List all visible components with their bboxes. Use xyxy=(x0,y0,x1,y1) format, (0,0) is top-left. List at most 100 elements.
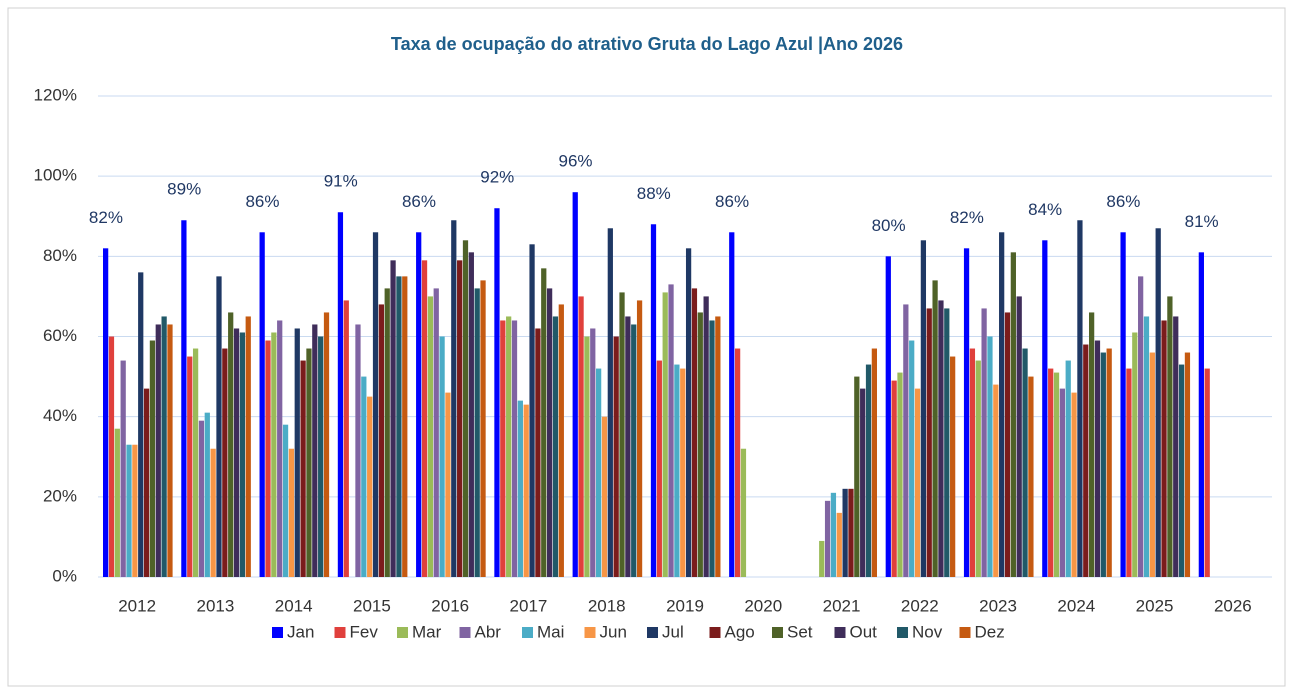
bar xyxy=(288,448,295,577)
bar xyxy=(1004,312,1011,577)
bar xyxy=(848,488,854,577)
data-label: 92% xyxy=(480,168,514,187)
bar xyxy=(987,336,993,577)
bar xyxy=(517,400,523,577)
bar xyxy=(926,308,932,577)
bar xyxy=(245,316,251,577)
bar xyxy=(897,372,903,577)
bar xyxy=(384,288,390,577)
bar xyxy=(734,348,741,577)
bar xyxy=(1094,340,1101,577)
bar xyxy=(312,324,318,577)
bar xyxy=(685,248,692,578)
bar xyxy=(457,260,463,577)
bar xyxy=(1161,320,1167,577)
bar xyxy=(1173,316,1179,577)
x-tick-label: 2026 xyxy=(1214,596,1252,615)
bar xyxy=(944,308,950,577)
bar xyxy=(474,288,480,577)
bar xyxy=(1083,344,1089,577)
data-label: 81% xyxy=(1185,212,1219,231)
bar xyxy=(216,276,222,577)
bar xyxy=(439,336,445,577)
legend-swatch xyxy=(709,627,721,638)
bar xyxy=(552,316,559,577)
bar xyxy=(703,296,709,577)
bar xyxy=(558,304,564,577)
bar xyxy=(819,540,825,577)
x-tick-label: 2013 xyxy=(196,596,234,615)
bar xyxy=(1048,368,1054,577)
bar xyxy=(1198,252,1204,577)
x-tick-label: 2012 xyxy=(118,596,156,615)
bar xyxy=(932,280,938,577)
bar xyxy=(680,368,686,577)
bar xyxy=(1126,368,1132,577)
legend-swatch xyxy=(834,627,846,638)
data-label: 91% xyxy=(324,172,358,191)
bar xyxy=(343,300,349,577)
bar xyxy=(143,388,150,577)
data-label: 82% xyxy=(89,208,123,227)
data-label: 84% xyxy=(1028,200,1062,219)
bar xyxy=(636,300,643,577)
bar xyxy=(590,328,596,577)
bar xyxy=(523,404,529,577)
y-tick-label: 100% xyxy=(34,166,77,185)
bar xyxy=(650,224,657,577)
data-label: 89% xyxy=(167,180,201,199)
legend-swatch xyxy=(959,627,971,638)
legend-label: Abr xyxy=(475,622,502,641)
bar xyxy=(372,232,379,578)
legend-swatch xyxy=(897,627,908,638)
bar xyxy=(740,448,747,577)
bar xyxy=(204,412,210,577)
x-tick-label: 2016 xyxy=(431,596,469,615)
bar xyxy=(318,336,324,577)
bar xyxy=(920,240,927,578)
bar xyxy=(126,444,132,577)
bar xyxy=(529,244,535,577)
data-label: 86% xyxy=(715,192,749,211)
bar xyxy=(187,356,193,577)
x-tick-label: 2017 xyxy=(510,596,548,615)
bar xyxy=(1138,276,1144,577)
bar xyxy=(535,328,541,577)
bar xyxy=(1204,368,1210,577)
bar xyxy=(427,296,434,577)
bar xyxy=(1022,348,1028,577)
bar xyxy=(871,348,877,577)
bar xyxy=(842,488,848,577)
bar xyxy=(914,388,921,577)
legend-label: Nov xyxy=(912,622,943,641)
bar xyxy=(975,360,981,577)
legend-swatch xyxy=(272,627,283,638)
legend-swatch xyxy=(522,627,533,638)
bar xyxy=(433,288,439,577)
y-tick-label: 20% xyxy=(43,486,77,505)
legend-label: Fev xyxy=(350,622,379,641)
x-tick-label: 2015 xyxy=(353,596,391,615)
legend-label: Set xyxy=(787,622,813,641)
bar xyxy=(198,420,205,577)
bar xyxy=(161,316,167,577)
bar xyxy=(584,336,590,577)
bar xyxy=(192,348,199,577)
bar xyxy=(181,220,187,577)
bar xyxy=(1016,296,1022,577)
legend-label: Jun xyxy=(600,622,627,641)
bar xyxy=(265,340,271,577)
bar xyxy=(114,428,120,577)
bar xyxy=(108,336,115,577)
data-label: 82% xyxy=(950,208,984,227)
y-tick-label: 60% xyxy=(43,326,77,345)
data-label: 80% xyxy=(872,216,906,235)
bar xyxy=(656,360,662,577)
bar xyxy=(1028,376,1034,577)
bar xyxy=(613,336,619,577)
data-label: 86% xyxy=(402,192,436,211)
bar xyxy=(480,280,486,577)
x-tick-label: 2014 xyxy=(275,596,313,615)
legend-swatch xyxy=(334,627,346,638)
